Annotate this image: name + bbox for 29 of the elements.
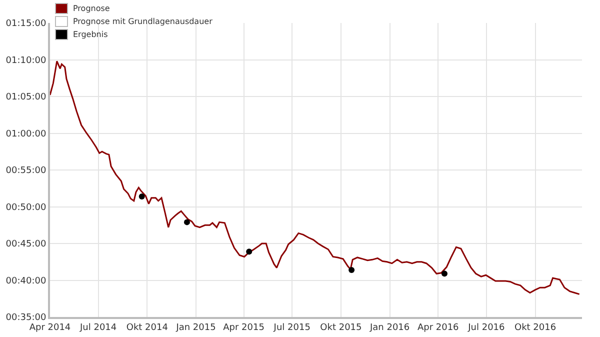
x-tick-label: Apr 2014	[29, 322, 71, 333]
line-series	[50, 60, 580, 295]
x-tick-label: Apr 2015	[223, 322, 264, 333]
point	[441, 270, 448, 277]
x-tick-label: Jul 2014	[79, 322, 117, 333]
y-tick-label: 01:10:00	[6, 56, 46, 66]
x-tick-label: Okt 2016	[514, 322, 556, 333]
x-tick-label: Jan 2015	[175, 322, 216, 333]
y-tick-label: 01:00:00	[6, 129, 46, 140]
x-tick-label: Okt 2015	[320, 322, 362, 333]
legend-label: Prognose	[73, 4, 110, 13]
y-tick-label: 00:40:00	[6, 276, 46, 286]
y-tick-label: 00:50:00	[6, 202, 46, 213]
x-tick-label: Jan 2016	[368, 322, 410, 333]
point	[348, 266, 355, 273]
y-tick-label: 00:45:00	[6, 240, 46, 250]
y-tick-label: 01:05:00	[6, 92, 46, 103]
point	[138, 193, 145, 200]
x-tick-label: Jul 2016	[467, 322, 506, 333]
y-tick-label: 01:15:00	[6, 19, 46, 30]
x-tick-label: Apr 2016	[417, 322, 460, 333]
point	[184, 219, 190, 226]
legend-label: Ergebnis	[73, 30, 108, 39]
y-tick-label: 00:55:00	[6, 166, 46, 176]
legend-label: Prognose mit Grundlagenausdauer	[73, 17, 212, 26]
x-tick-label: Jul 2015	[272, 322, 310, 333]
y-tick-label: 00:35:00	[6, 313, 46, 324]
point	[246, 248, 252, 255]
x-tick-label: Okt 2014	[126, 322, 168, 333]
